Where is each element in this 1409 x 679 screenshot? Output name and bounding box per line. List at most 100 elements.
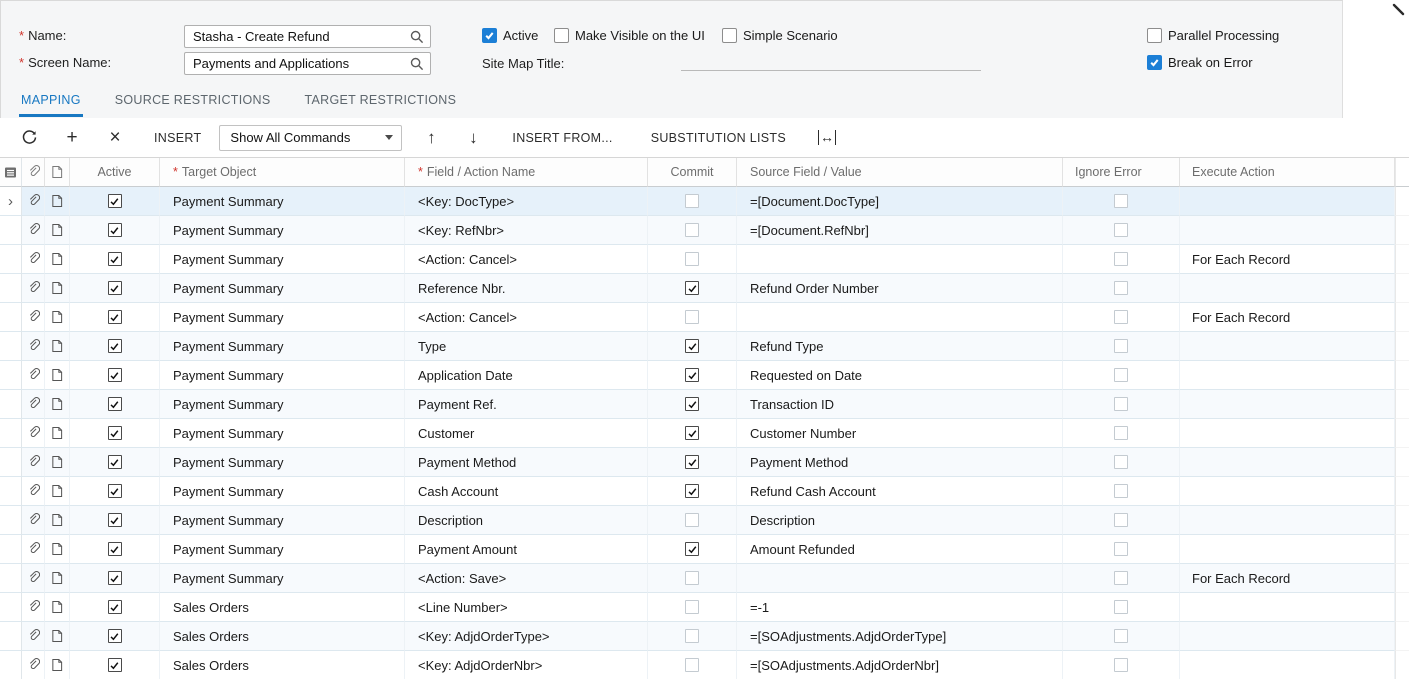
commit-checkbox[interactable] xyxy=(685,629,699,643)
execute-action-cell[interactable] xyxy=(1180,390,1395,419)
target-object-cell[interactable]: Payment Summary xyxy=(160,303,405,332)
row-selector[interactable] xyxy=(0,274,22,303)
note-cell[interactable] xyxy=(45,419,70,448)
attachment-icon[interactable] xyxy=(27,397,40,411)
row-selector[interactable] xyxy=(0,361,22,390)
commit-checkbox[interactable] xyxy=(685,513,699,527)
field-action-name-cell[interactable]: Payment Method xyxy=(405,448,648,477)
source-field-value-cell[interactable]: =-1 xyxy=(737,593,1063,622)
grid-row[interactable]: Payment Summary <Action: Save> For Each Re… xyxy=(0,564,1409,593)
grid-row[interactable]: Payment Summary Payment Method Payment Met… xyxy=(0,448,1409,477)
grid-row[interactable]: Payment Summary <Action: Cancel> For Each … xyxy=(0,245,1409,274)
execute-action-cell[interactable] xyxy=(1180,216,1395,245)
active-checkbox[interactable] xyxy=(107,658,122,672)
target-object-cell[interactable]: Payment Summary xyxy=(160,187,405,216)
source-field-value-cell[interactable] xyxy=(737,564,1063,593)
note-icon[interactable] xyxy=(51,571,63,585)
note-icon[interactable] xyxy=(51,223,63,237)
source-field-value-cell[interactable]: =[SOAdjustments.AdjdOrderType] xyxy=(737,622,1063,651)
execute-action-cell[interactable] xyxy=(1180,187,1395,216)
delete-icon[interactable]: × xyxy=(109,126,121,148)
attachment-cell[interactable] xyxy=(22,361,45,390)
active-checkbox[interactable] xyxy=(107,339,122,353)
active-checkbox[interactable] xyxy=(107,426,122,440)
commit-checkbox[interactable] xyxy=(685,658,699,672)
insert-button[interactable]: INSERT xyxy=(154,130,202,145)
active-cell[interactable] xyxy=(70,216,160,245)
row-selector[interactable] xyxy=(0,303,22,332)
commit-checkbox[interactable] xyxy=(685,194,699,208)
field-action-name-cell[interactable]: <Action: Cancel> xyxy=(405,303,648,332)
execute-action-cell[interactable] xyxy=(1180,535,1395,564)
make-visible-checkbox[interactable] xyxy=(554,28,569,43)
source-field-value-cell[interactable]: =[Document.RefNbr] xyxy=(737,216,1063,245)
commit-cell[interactable] xyxy=(648,419,737,448)
field-action-name-cell[interactable]: Customer xyxy=(405,419,648,448)
add-icon[interactable]: + xyxy=(66,126,78,148)
active-checkbox[interactable] xyxy=(107,455,122,469)
row-settings-icon[interactable] xyxy=(0,158,22,187)
ignore-error-checkbox[interactable] xyxy=(1114,368,1128,382)
field-action-name-cell[interactable]: <Action: Cancel> xyxy=(405,245,648,274)
note-icon[interactable] xyxy=(51,542,63,556)
commit-checkbox[interactable] xyxy=(685,397,699,411)
target-object-cell[interactable]: Payment Summary xyxy=(160,274,405,303)
attachment-cell[interactable] xyxy=(22,535,45,564)
column-header-target-object[interactable]: * Target Object xyxy=(160,158,405,187)
note-icon[interactable] xyxy=(51,252,63,266)
row-selector[interactable] xyxy=(0,564,22,593)
move-down-icon[interactable]: ↓ xyxy=(469,127,478,147)
row-selector[interactable] xyxy=(0,622,22,651)
ignore-error-checkbox[interactable] xyxy=(1114,513,1128,527)
active-checkbox[interactable] xyxy=(482,28,497,43)
tab-mapping[interactable]: MAPPING xyxy=(19,86,83,117)
execute-action-cell[interactable]: For Each Record xyxy=(1180,303,1395,332)
attachment-icon[interactable] xyxy=(27,310,40,324)
attachment-cell[interactable] xyxy=(22,564,45,593)
source-field-value-cell[interactable] xyxy=(737,245,1063,274)
commit-checkbox[interactable] xyxy=(685,223,699,237)
grid-row[interactable]: › Payment Summary <Key: DocType> =[Document… xyxy=(0,187,1409,216)
row-selector[interactable]: › xyxy=(0,187,22,216)
active-checkbox[interactable] xyxy=(107,513,122,527)
commit-cell[interactable] xyxy=(648,390,737,419)
attachment-icon[interactable] xyxy=(27,194,40,208)
commit-checkbox[interactable] xyxy=(685,339,699,353)
target-object-cell[interactable]: Payment Summary xyxy=(160,419,405,448)
execute-action-cell[interactable] xyxy=(1180,506,1395,535)
ignore-error-cell[interactable] xyxy=(1063,448,1180,477)
attachment-cell[interactable] xyxy=(22,332,45,361)
field-action-name-cell[interactable]: Type xyxy=(405,332,648,361)
attachment-column-icon[interactable] xyxy=(22,158,45,187)
grid-row[interactable]: Sales Orders <Key: AdjdOrderNbr> =[SOAdjus… xyxy=(0,651,1409,679)
note-cell[interactable] xyxy=(45,303,70,332)
row-selector[interactable] xyxy=(0,651,22,679)
attachment-icon[interactable] xyxy=(27,426,40,440)
attachment-cell[interactable] xyxy=(22,187,45,216)
active-checkbox[interactable] xyxy=(107,571,122,585)
source-field-value-cell[interactable]: Refund Cash Account xyxy=(737,477,1063,506)
active-cell[interactable] xyxy=(70,622,160,651)
ignore-error-cell[interactable] xyxy=(1063,361,1180,390)
commit-cell[interactable] xyxy=(648,274,737,303)
execute-action-cell[interactable] xyxy=(1180,332,1395,361)
active-checkbox[interactable] xyxy=(107,600,122,614)
grid-row[interactable]: Payment Summary Reference Nbr. Refund Orde… xyxy=(0,274,1409,303)
active-cell[interactable] xyxy=(70,564,160,593)
column-header-field-action-name[interactable]: * Field / Action Name xyxy=(405,158,648,187)
commit-cell[interactable] xyxy=(648,303,737,332)
commit-cell[interactable] xyxy=(648,361,737,390)
execute-action-cell[interactable]: For Each Record xyxy=(1180,245,1395,274)
ignore-error-cell[interactable] xyxy=(1063,506,1180,535)
source-field-value-cell[interactable]: =[Document.DocType] xyxy=(737,187,1063,216)
ignore-error-checkbox[interactable] xyxy=(1114,252,1128,266)
row-selector[interactable] xyxy=(0,419,22,448)
target-object-cell[interactable]: Payment Summary xyxy=(160,216,405,245)
name-field[interactable] xyxy=(184,25,431,48)
active-checkbox[interactable] xyxy=(107,194,122,208)
ignore-error-cell[interactable] xyxy=(1063,622,1180,651)
active-checkbox[interactable] xyxy=(107,542,122,556)
commit-checkbox[interactable] xyxy=(685,368,699,382)
active-cell[interactable] xyxy=(70,535,160,564)
active-checkbox[interactable] xyxy=(107,281,122,295)
